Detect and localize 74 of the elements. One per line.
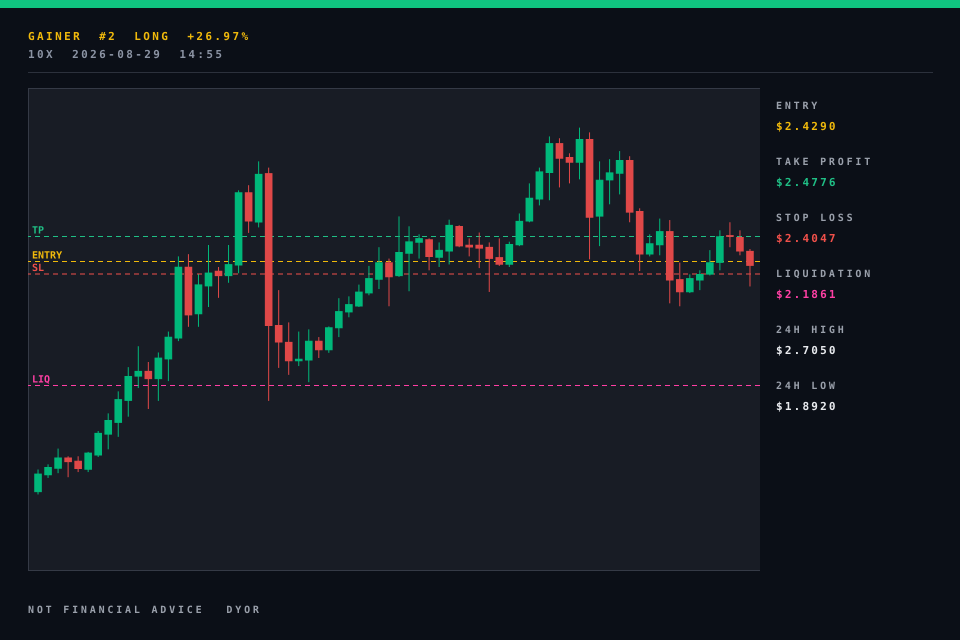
candlestick [656, 218, 664, 256]
candlestick [34, 468, 42, 495]
text: ENTRY [776, 100, 822, 114]
candlestick [345, 296, 353, 318]
text: $2.1861 [776, 288, 839, 303]
candlestick [606, 158, 614, 205]
text: 24H HIGH [776, 324, 848, 338]
candlestick [405, 226, 413, 292]
text: $2.4290 [776, 120, 839, 135]
candlestick [335, 298, 343, 338]
candlestick [395, 216, 403, 278]
text: DYOR [226, 604, 262, 618]
ref-line-label: ENTRY [32, 250, 62, 262]
candlestick [44, 464, 52, 478]
candlestick [204, 244, 212, 308]
candlestick [465, 238, 474, 257]
candlestick [284, 322, 293, 376]
text: STOP LOSS [776, 212, 856, 226]
candlestick [64, 456, 72, 478]
candlestick [154, 352, 162, 402]
ref-line-label: LIQ [32, 374, 50, 386]
candlestick [616, 150, 624, 195]
text: NOT FINANCIAL ADVICE [28, 604, 204, 618]
candlestick [415, 234, 423, 260]
candlestick [455, 224, 463, 248]
candlestick [646, 234, 654, 257]
candlestick [506, 241, 514, 268]
candlestick [485, 242, 494, 292]
candlestick [746, 248, 754, 287]
candlestick [706, 250, 714, 276]
candlestick [104, 412, 112, 450]
candlestick [365, 265, 373, 296]
candlestick [475, 232, 484, 269]
candlestick [556, 138, 564, 188]
candlestick [314, 336, 323, 358]
candlestick [134, 346, 142, 389]
candlestick [144, 362, 152, 410]
candlestick [304, 328, 313, 383]
candlestick [325, 326, 333, 354]
text: LIQUIDATION [776, 268, 874, 282]
candlestick [94, 430, 102, 458]
text: $1.8920 [776, 400, 839, 415]
candlestick [726, 222, 734, 248]
text: $2.4047 [776, 232, 839, 247]
candlestick [576, 127, 584, 180]
candlestick [114, 390, 122, 438]
candlestick [54, 448, 62, 474]
candlestick [696, 270, 704, 291]
candlestick [274, 290, 282, 368]
chart-title: GAINER #2 LONG +26.97% [28, 29, 250, 45]
candlestick [355, 284, 363, 308]
candlestick [566, 152, 574, 184]
candlestick [385, 258, 393, 307]
candlestick [686, 274, 694, 294]
candlestick [516, 212, 524, 247]
candlestick [164, 331, 172, 382]
candlestick [736, 230, 744, 256]
candlestick [375, 246, 383, 290]
ref-line-label: TP [32, 226, 44, 237]
candlestick [676, 262, 684, 307]
candlestick [526, 182, 534, 223]
candlestick [435, 242, 443, 268]
candlestick [74, 456, 82, 473]
text: $2.4776 [776, 176, 839, 191]
text: 24H LOW [776, 380, 839, 394]
candlestick [84, 451, 92, 473]
ref-line-label: SL [32, 262, 44, 274]
text: $2.7050 [776, 344, 839, 359]
candlestick [495, 238, 504, 266]
candlestick [214, 266, 222, 298]
candlestick [224, 244, 232, 284]
text: TAKE PROFIT [776, 156, 874, 170]
chart-subtitle: 10X 2026-08-29 14:55 [28, 47, 226, 63]
candlestick [425, 238, 433, 271]
